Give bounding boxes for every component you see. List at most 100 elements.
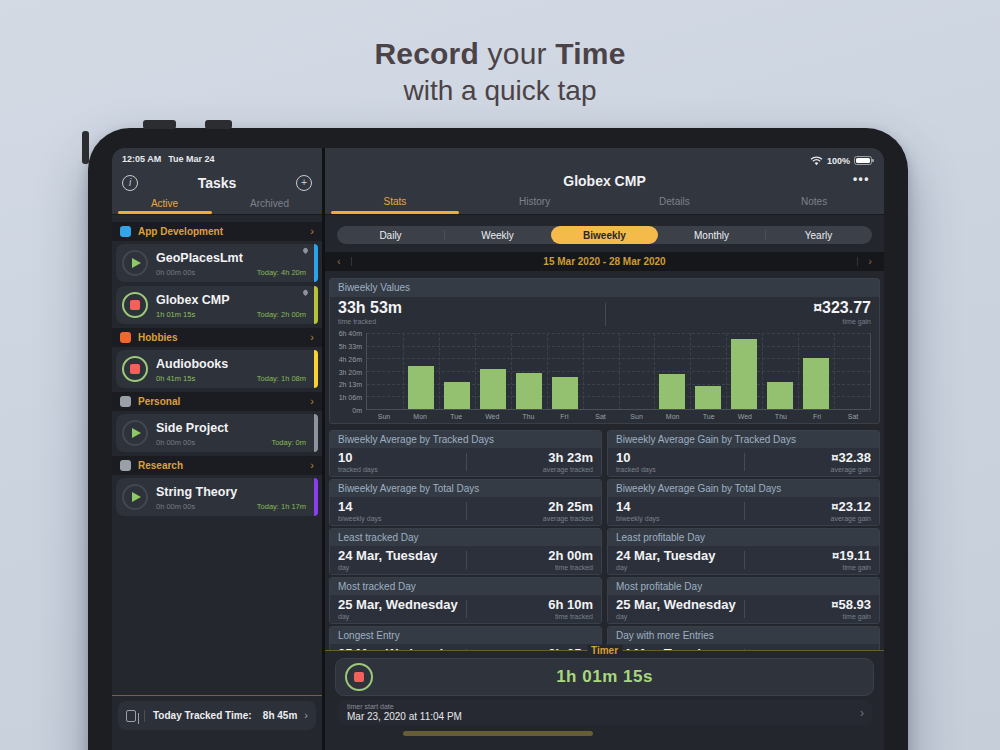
task-row[interactable]: Side Project0h 00m 00sToday: 0m — [116, 414, 318, 452]
task-color-strip — [314, 350, 318, 388]
headline-line1: Record your Time — [0, 37, 1000, 71]
task-times: 1h 01m 15sToday: 2h 00m — [156, 310, 306, 319]
y-tick-label: 2h 13m — [339, 381, 362, 388]
x-tick-label: Thu — [763, 410, 799, 423]
bar-column — [690, 333, 726, 409]
biweekly-values-card: Biweekly Values 33h 53m time tracked ¤32… — [329, 278, 880, 424]
tab-archived[interactable]: Archived — [217, 198, 322, 214]
segment-biweekly[interactable]: Biweekly — [551, 226, 658, 244]
play-icon — [132, 428, 141, 438]
task-row[interactable]: Audiobooks0h 41m 15sToday: 1h 08m — [116, 350, 318, 388]
x-tick-label: Sun — [366, 410, 402, 423]
divider — [744, 600, 745, 618]
stat-right: 2h 25maverage tracked — [543, 497, 593, 525]
task-row[interactable]: GeoPlacesLmt0h 00m 00sToday: 4h 20m — [116, 244, 318, 282]
segment-daily[interactable]: Daily — [337, 226, 444, 244]
time-gain-caption: time gain — [813, 318, 871, 325]
play-button[interactable] — [122, 250, 148, 276]
category-row[interactable]: Research› — [112, 456, 322, 475]
stat-card: Biweekly Average by Tracked Days10tracke… — [329, 430, 602, 477]
stat-left-value: 10 — [616, 450, 656, 465]
stat-left-caption: biweekly days — [616, 515, 660, 522]
stat-right-value: ¤32.38 — [831, 450, 871, 465]
divider — [744, 453, 745, 471]
category-row[interactable]: App Development› — [112, 222, 322, 241]
stop-icon — [130, 364, 140, 374]
segment-yearly[interactable]: Yearly — [765, 226, 872, 244]
more-icon[interactable]: ••• — [853, 172, 870, 186]
stat-card-values: 10tracked days¤32.38average gain — [608, 448, 879, 476]
segment-monthly[interactable]: Monthly — [658, 226, 765, 244]
tab-history[interactable]: History — [465, 194, 605, 214]
bar — [480, 369, 506, 409]
bar-column — [403, 333, 439, 409]
timer-card: 1h 01m 15s — [335, 658, 874, 696]
task-info: Side Project0h 00m 00sToday: 0m — [156, 420, 318, 447]
divider — [744, 551, 745, 569]
y-tick-label: 1h 06m — [339, 394, 362, 401]
tab-details[interactable]: Details — [605, 194, 745, 214]
task-name: Audiobooks — [156, 357, 306, 371]
divider — [466, 502, 467, 520]
tab-notes[interactable]: Notes — [744, 194, 884, 214]
stat-left: 25 Mar, Wednesdayday — [338, 595, 458, 623]
chevron-right-icon: › — [310, 332, 314, 343]
stop-button[interactable] — [122, 356, 148, 382]
today-tracked-row[interactable]: Today Tracked Time: 8h 45m › — [118, 701, 316, 730]
category-color-chip — [120, 332, 131, 343]
x-tick-label: Sat — [835, 410, 871, 423]
home-indicator[interactable] — [403, 731, 593, 736]
chart-y-axis: 6h 40m5h 33m4h 26m3h 20m2h 13m1h 06m0m — [336, 333, 366, 410]
stat-right-value: ¤58.93 — [831, 597, 871, 612]
stat-right-caption: average tracked — [543, 515, 593, 522]
play-button[interactable] — [122, 484, 148, 510]
next-period-icon[interactable]: › — [868, 255, 872, 267]
category-row[interactable]: Personal› — [112, 392, 322, 411]
time-tracked-caption: time tracked — [338, 318, 402, 325]
task-times: 0h 00m 00sToday: 1h 17m — [156, 502, 306, 511]
chevron-right-icon: › — [860, 707, 864, 719]
category-row[interactable]: Hobbies› — [112, 328, 322, 347]
task-info: GeoPlacesLmt0h 00m 00sToday: 4h 20m — [156, 250, 318, 277]
stat-left-value: 24 Mar, Tuesday — [616, 548, 715, 563]
stat-left-caption: day — [338, 613, 458, 620]
task-elapsed: 0h 00m 00s — [156, 268, 195, 277]
info-icon[interactable]: i — [122, 175, 138, 191]
stat-left: 10tracked days — [338, 448, 378, 476]
stat-right: 6h 10mtime tracked — [548, 595, 593, 623]
stat-card-values: 25 Mar, Wednesdayday¤58.93time gain — [608, 595, 879, 623]
task-row[interactable]: Globex CMP 1h 01m 15sToday: 2h 00m — [116, 286, 318, 324]
bar — [803, 358, 829, 409]
bar-column — [583, 333, 619, 409]
battery-percent: 100% — [827, 156, 850, 166]
category-color-chip — [120, 226, 131, 237]
task-name: Globex CMP — [156, 293, 306, 307]
status-bar-right: 100% — [325, 148, 884, 168]
divider — [144, 710, 145, 722]
main-header: 100% Globex CMP ••• StatsHistoryDetailsN… — [325, 148, 884, 215]
stat-left-value: 25 Mar, Wednesday — [338, 597, 458, 612]
x-tick-label: Thu — [510, 410, 546, 423]
bar — [731, 339, 757, 409]
category-name: Research — [138, 460, 310, 471]
stat-right: 3h 23maverage tracked — [543, 448, 593, 476]
play-button[interactable] — [122, 420, 148, 446]
stat-left-caption: biweekly days — [338, 515, 382, 522]
task-info: Globex CMP 1h 01m 15sToday: 2h 00m — [156, 292, 318, 319]
stop-button[interactable] — [122, 292, 148, 318]
add-task-icon[interactable]: + — [296, 175, 312, 191]
x-tick-label: Tue — [438, 410, 474, 423]
stat-right-value: ¤23.12 — [831, 499, 871, 514]
segment-weekly[interactable]: Weekly — [444, 226, 551, 244]
stat-card: Biweekly Average by Total Days14biweekly… — [329, 479, 602, 526]
play-icon — [132, 492, 141, 502]
status-date: Tue Mar 24 — [168, 154, 214, 164]
stat-right: ¤32.38average gain — [831, 448, 871, 476]
prev-period-icon[interactable]: ‹ — [337, 255, 341, 267]
stat-right: ¤23.12average gain — [831, 497, 871, 525]
task-info: Audiobooks0h 41m 15sToday: 1h 08m — [156, 356, 318, 383]
task-row[interactable]: String Theory0h 00m 00sToday: 1h 17m — [116, 478, 318, 516]
bar-column — [367, 333, 403, 409]
timer-start-row[interactable]: timer start date Mar 23, 2020 at 11:04 P… — [337, 700, 872, 725]
battery-icon — [854, 156, 872, 165]
